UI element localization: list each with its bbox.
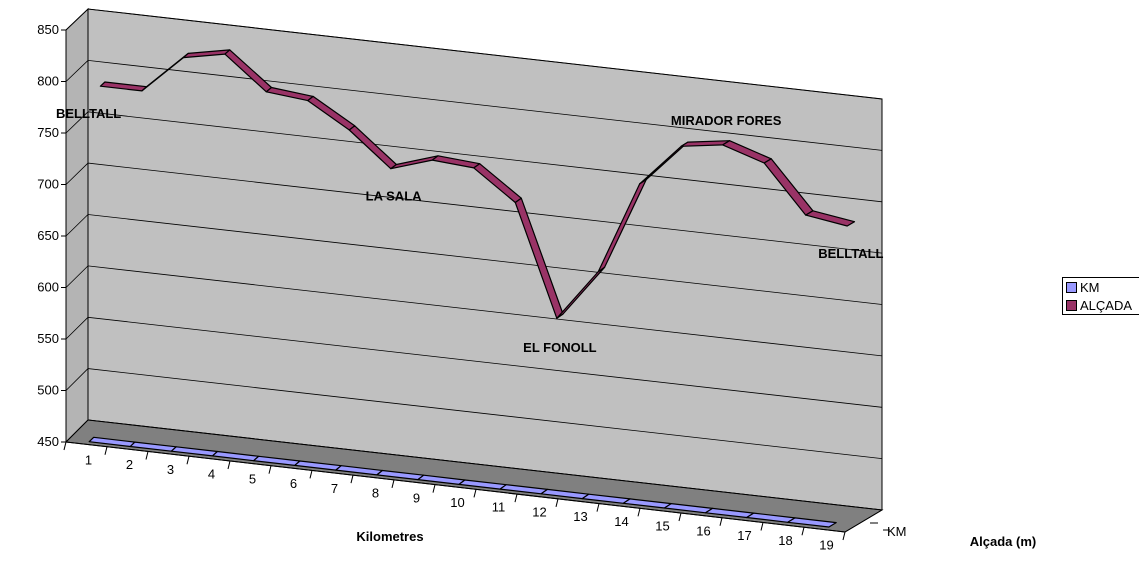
x-tick-mark xyxy=(596,503,600,512)
x-tick-label: 19 xyxy=(819,538,833,553)
x-tick-label: 16 xyxy=(696,523,710,538)
x-tick-label: 1 xyxy=(85,452,92,467)
x-tick-mark xyxy=(473,489,477,498)
x-tick-label: 2 xyxy=(126,457,133,472)
x-tick-label: 7 xyxy=(331,481,338,496)
x-axis-line xyxy=(65,441,846,533)
alcada-series-segment xyxy=(680,140,731,147)
x-tick-mark xyxy=(186,456,190,465)
x-tick-label: 4 xyxy=(208,467,215,482)
x-tick-mark xyxy=(268,465,272,474)
x-tick-label: 11 xyxy=(492,500,506,515)
y-tick-label: 500 xyxy=(37,383,59,398)
annotation-label: LA SALA xyxy=(366,189,422,204)
x-axis-title: Kilometres xyxy=(356,529,423,544)
x-tick-mark xyxy=(350,475,354,484)
annotation-label: BELLTALL xyxy=(56,106,121,121)
y-tick-label: 700 xyxy=(37,177,59,192)
x-tick-label: 10 xyxy=(450,495,464,510)
y-tick-label: 800 xyxy=(37,74,59,89)
x-tick-mark xyxy=(719,517,723,526)
x-tick-label: 6 xyxy=(290,476,297,491)
x-tick-label: 9 xyxy=(413,490,420,505)
annotation-label: MIRADOR FORES xyxy=(671,113,782,128)
x-tick-mark xyxy=(555,498,559,507)
series-km xyxy=(88,436,837,528)
gridline xyxy=(65,162,883,254)
x-tick-mark xyxy=(760,522,764,531)
gridline xyxy=(65,265,883,357)
gridline xyxy=(65,59,883,151)
y-tick-label: 850 xyxy=(37,22,59,37)
x-tick-label: 12 xyxy=(532,504,546,519)
x-tick-mark xyxy=(432,484,436,493)
annotation-label: EL FONOLL xyxy=(523,340,596,355)
x-tick-mark xyxy=(678,512,682,522)
gridline xyxy=(65,368,883,459)
gridline xyxy=(65,214,883,305)
y-tick-labels: 450 500 550 600 650 700 750 800 850 xyxy=(37,22,66,449)
y-tick-label: 750 xyxy=(37,125,59,140)
gridline xyxy=(65,8,883,100)
gridline xyxy=(65,316,883,408)
legend-label-alcada: ALÇADA xyxy=(1080,297,1133,313)
km-series-segment xyxy=(787,517,837,528)
depth-axis-title: Alçada (m) xyxy=(970,534,1036,549)
x-tick-label: 17 xyxy=(737,528,751,543)
x-tick-labels: 1 2 3 4 5 6 7 8 9 10 11 12 13 14 15 16 17 18 19 xyxy=(63,441,846,553)
y-tick-label: 550 xyxy=(37,331,59,346)
legend-label-km: KM xyxy=(1080,279,1100,295)
depth-axis-tick: KM xyxy=(887,524,907,539)
x-tick-mark xyxy=(63,441,67,451)
annotations: BELLTALL LA SALA EL FONOLL MIRADOR FORES BEL… xyxy=(56,106,884,355)
x-tick-label: 3 xyxy=(167,462,174,477)
x-tick-label: 8 xyxy=(372,486,379,501)
x-tick-label: 18 xyxy=(778,533,792,548)
alcada-series-segment xyxy=(805,210,856,227)
x-tick-mark xyxy=(391,479,395,489)
y-tick-label: 600 xyxy=(37,280,59,295)
x-tick-mark xyxy=(145,451,149,460)
y-tick-label: 450 xyxy=(37,434,59,449)
x-tick-mark xyxy=(309,470,313,479)
legend-swatch-alcada xyxy=(1066,299,1077,311)
legend-item-km: KM xyxy=(1063,278,1139,296)
legend: KM ALÇADA xyxy=(1062,277,1139,315)
x-tick-label: 5 xyxy=(249,471,256,486)
gridline xyxy=(65,419,883,511)
y-tick-label: 650 xyxy=(37,228,59,243)
x-tick-label: 15 xyxy=(655,519,669,534)
x-tick-label: 14 xyxy=(614,514,628,529)
gridlines xyxy=(65,8,883,511)
x-tick-mark xyxy=(637,508,641,517)
annotation-label: BELLTALL xyxy=(818,246,883,261)
x-tick-mark xyxy=(842,531,846,541)
x-tick-mark xyxy=(514,493,518,503)
depth-axis-line xyxy=(844,509,883,533)
x-tick-mark xyxy=(104,446,108,455)
x-tick-mark xyxy=(801,527,805,536)
series-alcada xyxy=(99,49,856,319)
x-tick-label: 13 xyxy=(573,509,587,524)
x-tick-mark xyxy=(227,460,231,470)
gridline xyxy=(65,111,883,203)
legend-item-alcada: ALÇADA xyxy=(1063,296,1139,314)
legend-swatch-km xyxy=(1066,281,1077,293)
